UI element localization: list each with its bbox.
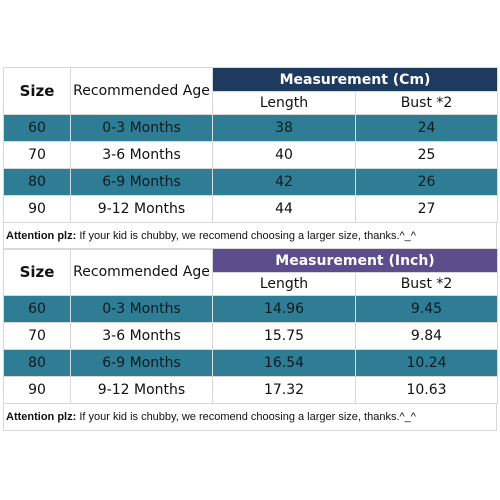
size-table-inch: Size Recommended Age Measurement (Inch) …	[3, 248, 498, 404]
size-table-cm: Size Recommended Age Measurement (Cm) Le…	[3, 67, 499, 223]
header-size: Size	[3, 67, 71, 115]
cell-bust: 26	[354, 168, 499, 196]
header-bust: Bust *2	[354, 91, 499, 115]
cell-age: 3-6 Months	[70, 141, 213, 169]
cell-size: 90	[3, 376, 71, 404]
table-subheader-row: Length Bust *2	[4, 272, 498, 296]
header-length: Length	[212, 91, 356, 115]
table-row: 90 9-12 Months 44 27	[3, 195, 499, 223]
header-recommended-age: Recommended Age	[70, 67, 213, 115]
attention-label: Attention plz:	[6, 230, 77, 242]
header-length: Length	[212, 272, 356, 296]
cell-age: 0-3 Months	[70, 114, 213, 142]
cell-size: 70	[3, 141, 71, 169]
cell-size: 60	[3, 295, 71, 323]
table-row: 60 0-3 Months 38 24	[3, 114, 499, 142]
cell-length: 14.96	[212, 295, 356, 323]
cell-size: 80	[3, 168, 71, 196]
cell-size: 80	[3, 349, 71, 377]
header-size: Size	[3, 248, 71, 296]
table-subheader-row: Length Bust *2	[4, 91, 499, 115]
cell-length: 44	[212, 195, 356, 223]
cell-age: 9-12 Months	[70, 195, 213, 223]
cell-bust: 9.84	[355, 322, 498, 350]
table-row: 90 9-12 Months 17.32 10.63	[3, 376, 498, 404]
cell-age: 9-12 Months	[70, 376, 213, 404]
cell-bust: 10.24	[355, 349, 498, 377]
cell-bust: 27	[354, 195, 499, 223]
table-row: 60 0-3 Months 14.96 9.45	[3, 295, 498, 323]
cell-bust: 10.63	[355, 376, 498, 404]
cell-age: 0-3 Months	[70, 295, 213, 323]
cell-length: 40	[212, 141, 356, 169]
cell-size: 70	[3, 322, 71, 350]
attention-note: Attention plz: If your kid is chubby, we…	[3, 223, 497, 250]
size-chart-inch: Size Recommended Age Measurement (Inch) …	[3, 248, 498, 431]
cell-length: 16.54	[212, 349, 356, 377]
cell-bust: 24	[354, 114, 499, 142]
cell-length: 17.32	[212, 376, 356, 404]
cell-size: 60	[3, 114, 71, 142]
cell-bust: 25	[354, 141, 499, 169]
cell-age: 6-9 Months	[70, 349, 213, 377]
attention-label: Attention plz:	[6, 411, 77, 423]
cell-size: 90	[3, 195, 71, 223]
cell-length: 15.75	[212, 322, 356, 350]
table-row: 80 6-9 Months 16.54 10.24	[3, 349, 498, 377]
table-row: 80 6-9 Months 42 26	[3, 168, 499, 196]
attention-text: If your kid is chubby, we recomend choos…	[76, 230, 416, 242]
table-header-row: Size Recommended Age Measurement (Inch)	[3, 248, 498, 296]
header-measurement-inch: Measurement (Inch)	[212, 248, 498, 273]
table-row: 70 3-6 Months 15.75 9.84	[3, 322, 498, 350]
header-recommended-age: Recommended Age	[70, 248, 213, 296]
table-row: 70 3-6 Months 40 25	[3, 141, 499, 169]
cell-length: 42	[212, 168, 356, 196]
header-measurement-cm: Measurement (Cm)	[211, 67, 499, 92]
header-bust: Bust *2	[355, 272, 498, 296]
attention-note: Attention plz: If your kid is chubby, we…	[3, 404, 497, 431]
cell-bust: 9.45	[355, 295, 498, 323]
cell-age: 3-6 Months	[70, 322, 213, 350]
table-header-row: Size Recommended Age Measurement (Cm)	[3, 67, 499, 115]
size-chart-cm: Size Recommended Age Measurement (Cm) Le…	[3, 67, 499, 250]
attention-text: If your kid is chubby, we recomend choos…	[76, 411, 416, 423]
cell-length: 38	[212, 114, 356, 142]
cell-age: 6-9 Months	[70, 168, 213, 196]
